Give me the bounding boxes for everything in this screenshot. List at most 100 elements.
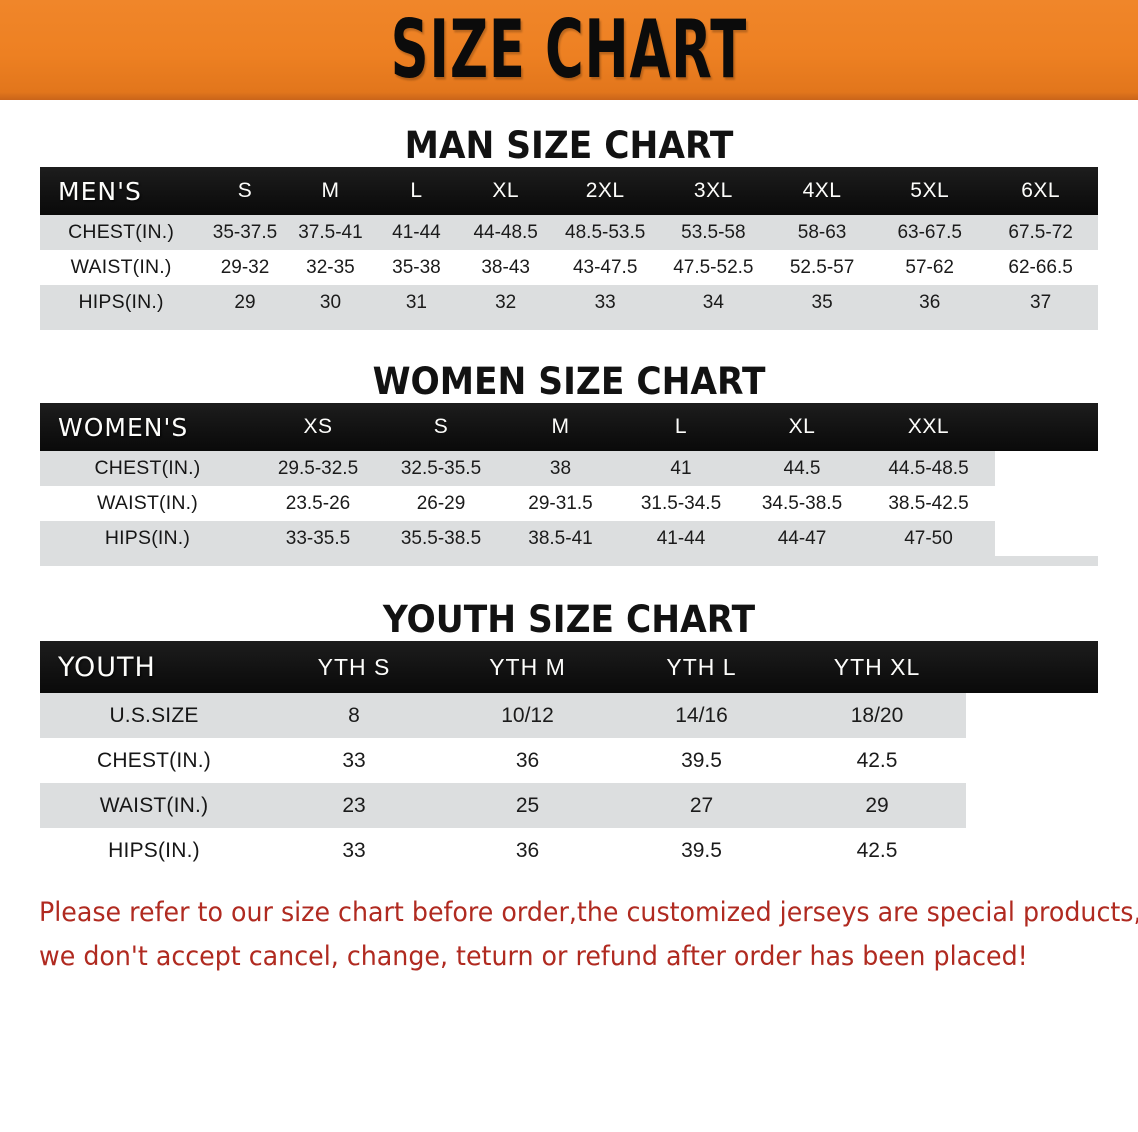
women-column-header: L: [674, 415, 688, 438]
measurement-cell: 32: [495, 291, 517, 313]
row-label: HIPS(IN.): [78, 291, 164, 313]
man-table-header-row: MEN'S S M L XL 2XL 3XL 4XL 5XL 6XL: [40, 167, 1098, 215]
measurement-cell: 35-37.5: [212, 221, 278, 243]
measurement-cell: 47.5-52.5: [673, 256, 754, 278]
measurement-cell: 58-63: [797, 221, 847, 243]
man-header-label: MEN'S: [58, 176, 142, 206]
row-label: U.S.SIZE: [109, 703, 199, 727]
row-label: HIPS(IN.): [104, 527, 191, 549]
measurement-cell: 42.5: [856, 748, 898, 772]
empty-cell: [966, 693, 1098, 738]
measurement-cell: 37.5-41: [298, 221, 363, 243]
measurement-cell: 44-48.5: [473, 221, 538, 243]
measurement-cell: 41-44: [392, 221, 441, 243]
empty-cell: [966, 738, 1098, 783]
disclaimer-text: Please refer to our size chart before or…: [39, 891, 1138, 979]
table-row: U.S.SIZE 8 10/12 14/16 18/20: [40, 693, 1098, 738]
measurement-cell: 38-43: [481, 256, 530, 278]
measurement-cell: 41-44: [656, 527, 706, 549]
row-label: WAIST(IN.): [70, 256, 172, 278]
measurement-cell: 39.5: [681, 748, 722, 772]
measurement-cell: 32-35: [306, 256, 355, 278]
measurement-cell: 29: [865, 793, 889, 817]
measurement-cell: 57-62: [905, 256, 954, 278]
measurement-cell: 35: [811, 291, 833, 313]
header-spacer-cell: [966, 641, 1098, 693]
table-row: CHEST(IN.) 33 36 39.5 42.5: [40, 738, 1098, 783]
man-column-header: 5XL: [910, 179, 950, 202]
youth-header-label: YOUTH: [58, 651, 156, 683]
measurement-cell: 29-32: [220, 256, 270, 278]
women-column-header: S: [433, 415, 449, 438]
youth-column-header: YTH XL: [833, 653, 921, 680]
women-column-header: XL: [788, 415, 816, 438]
measurement-cell: 35.5-38.5: [400, 527, 482, 549]
measurement-cell: 34.5-38.5: [761, 492, 843, 514]
measurement-cell: 36: [515, 748, 540, 772]
women-table-header-row: WOMEN'S XS S M L XL XXL: [40, 403, 1098, 451]
table-row: HIPS(IN.) 33 36 39.5 42.5: [40, 828, 1098, 873]
measurement-cell: 31.5-34.5: [640, 492, 722, 514]
measurement-cell: 38: [549, 457, 572, 479]
measurement-cell: 33: [342, 748, 366, 772]
header-spacer-cell: [995, 403, 1098, 451]
measurement-cell: 25: [515, 793, 540, 817]
empty-cell: [995, 486, 1098, 521]
measurement-cell: 44.5-48.5: [888, 457, 969, 479]
youth-section-heading: YOUTH SIZE CHART: [382, 598, 756, 641]
youth-size-section: YOUTH SIZE CHART: [40, 566, 1098, 641]
measurement-cell: 34: [702, 291, 724, 313]
measurement-cell: 33: [342, 838, 366, 862]
women-column-header: XS: [303, 415, 333, 438]
measurement-cell: 38.5-41: [528, 527, 593, 549]
man-column-header: M: [321, 179, 340, 202]
youth-table-header-row: YOUTH YTH S YTH M YTH L YTH XL: [40, 641, 1098, 693]
measurement-cell: 37: [1030, 291, 1052, 313]
measurement-cell: 18/20: [850, 703, 904, 727]
table-row: CHEST(IN.) 29.5-32.5 32.5-35.5 38 41 44.5 44.5…: [40, 451, 1098, 486]
measurement-cell: 41: [670, 457, 692, 479]
table-row: WAIST(IN.) 23.5-26 26-29 29-31.5 31.5-34.5 34…: [40, 486, 1098, 521]
measurement-cell: 44.5: [783, 457, 821, 479]
man-size-table: MEN'S S M L XL 2XL 3XL 4XL 5XL 6XL CHEST(IN.) 35-37…: [40, 167, 1098, 320]
measurement-cell: 26-29: [416, 492, 466, 514]
measurement-cell: 42.5: [856, 838, 898, 862]
measurement-cell: 32.5-35.5: [400, 457, 482, 479]
row-label: HIPS(IN.): [108, 838, 200, 862]
man-column-header: 2XL: [585, 179, 625, 202]
measurement-cell: 36: [919, 291, 941, 313]
table-row: CHEST(IN.) 35-37.5 37.5-41 41-44 44-48.5 48.5…: [40, 215, 1098, 250]
man-column-header: 4XL: [802, 179, 842, 202]
measurement-cell: 27: [689, 793, 714, 817]
row-label: WAIST(IN.): [99, 793, 209, 817]
row-label: CHEST(IN.): [94, 457, 201, 479]
measurement-cell: 23.5-26: [285, 492, 351, 514]
measurement-cell: 48.5-53.5: [565, 221, 646, 243]
measurement-cell: 36: [515, 838, 540, 862]
measurement-cell: 52.5-57: [789, 256, 855, 278]
measurement-cell: 29-31.5: [528, 492, 593, 514]
measurement-cell: 29: [234, 291, 256, 313]
table-row: WAIST(IN.) 23 25 27 29: [40, 783, 1098, 828]
row-label: WAIST(IN.): [97, 492, 198, 514]
empty-cell: [995, 451, 1098, 486]
women-size-section: WOMEN SIZE CHART: [40, 330, 1098, 403]
measurement-cell: 38.5-42.5: [888, 492, 969, 514]
measurement-cell: 53.5-58: [681, 221, 746, 243]
youth-size-table: YOUTH YTH S YTH M YTH L YTH XL U.S.SIZE 8 10/12…: [40, 641, 1098, 873]
disclaimer-line-1: Please refer to our size chart before or…: [39, 897, 1138, 928]
man-size-section: MAN SIZE CHART: [40, 100, 1098, 167]
measurement-cell: 8: [348, 703, 360, 727]
man-column-header: S: [237, 179, 253, 202]
measurement-cell: 10/12: [501, 703, 554, 727]
measurement-cell: 14/16: [675, 703, 728, 727]
man-column-header: XL: [492, 179, 520, 202]
youth-column-header: YTH M: [489, 653, 566, 680]
measurement-cell: 30: [319, 291, 342, 313]
women-column-header: XXL: [907, 415, 950, 438]
measurement-cell: 44-47: [777, 527, 827, 549]
measurement-cell: 35-38: [392, 256, 441, 278]
measurement-cell: 33-35.5: [285, 527, 351, 549]
man-column-header: L: [410, 179, 423, 202]
measurement-cell: 29.5-32.5: [277, 457, 359, 479]
